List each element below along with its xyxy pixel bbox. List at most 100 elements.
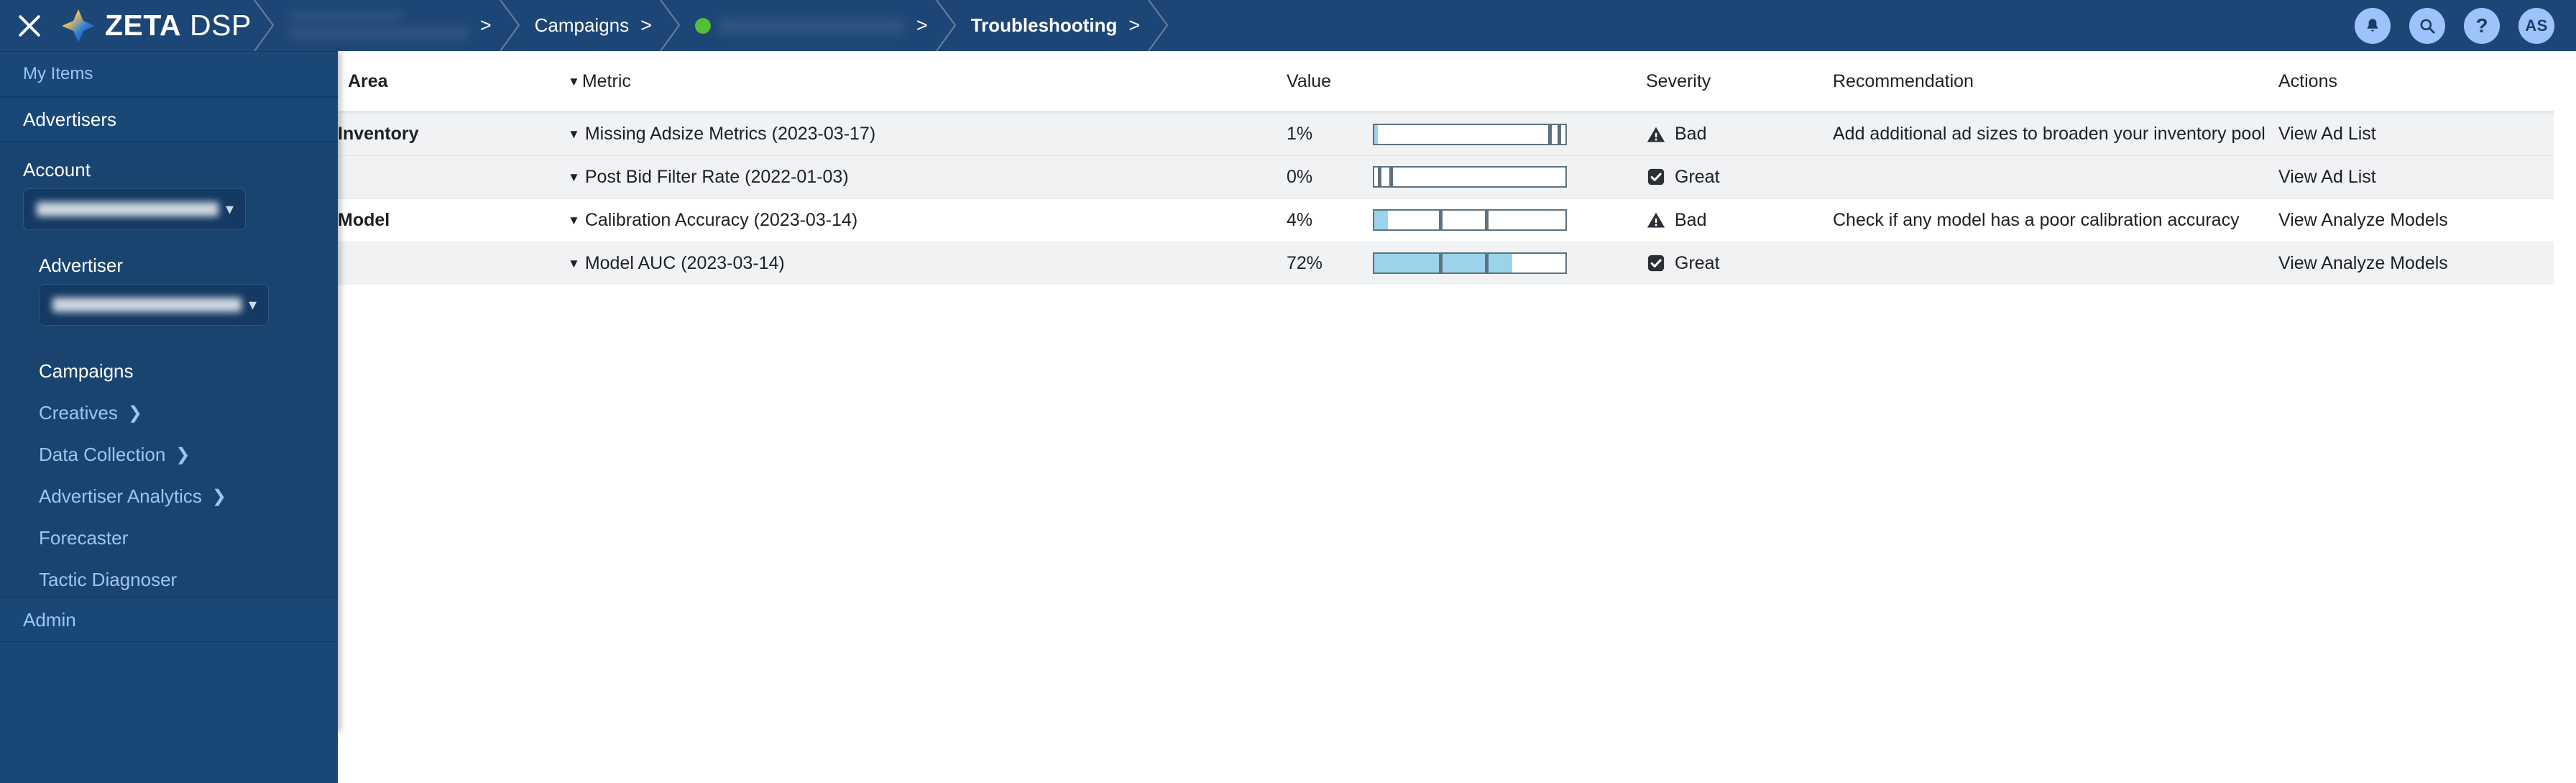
advertiser-label: Advertiser [39, 255, 124, 276]
help-button[interactable]: ? [2464, 7, 2500, 44]
gauge-tick [1389, 168, 1394, 186]
sidebar-body: Account ▾ Advertiser ▾ Campaigns Creativ… [0, 142, 338, 600]
gauge-tick [1548, 124, 1552, 144]
zeta-dsp-brand[interactable]: ZETA DSP [60, 8, 252, 44]
sidebar-item-data-collection[interactable]: Data Collection ❯ [0, 434, 338, 475]
column-header-value[interactable]: Value [1287, 51, 1646, 114]
cell-severity: Bad [1646, 112, 1833, 155]
sidebar-item-campaigns[interactable]: Campaigns [0, 350, 338, 392]
breadcrumb-item-campaign-name[interactable]: > [682, 0, 934, 51]
cell-area: Inventory [338, 112, 568, 155]
sidebar-item-label: Data Collection [39, 443, 166, 465]
metric-label: Model AUC (2023-03-14) [584, 252, 785, 273]
action-link[interactable]: View Ad List [2278, 124, 2376, 145]
breadcrumb-label: Troubleshooting [970, 14, 1118, 36]
cell-metric[interactable]: ▼ Missing Adsize Metrics (2023-03-17) [568, 112, 1287, 155]
breadcrumb-separator [1146, 0, 1170, 51]
metric-label: Calibration Accuracy (2023-03-14) [584, 209, 858, 230]
cell-value: 1% [1287, 112, 1646, 155]
cell-severity: Bad [1646, 198, 1833, 242]
gauge-tick [1439, 254, 1443, 273]
zeta-star-logo-icon [60, 8, 96, 44]
expand-caret-icon[interactable]: ▼ [568, 256, 580, 270]
action-link[interactable]: View Analyze Models [2278, 252, 2448, 273]
warning-triangle-icon [1646, 210, 1666, 230]
cell-metric[interactable]: ▼ Post Bid Filter Rate (2022-01-03) [568, 155, 1287, 198]
severity-label: Great [1675, 166, 1720, 187]
expand-caret-icon[interactable]: ▼ [568, 213, 580, 227]
cell-actions[interactable]: View Ad List [2278, 155, 2554, 198]
column-header-recommendation[interactable]: Recommendation [1833, 51, 2278, 114]
value-number: 72% [1287, 252, 1323, 273]
recommendation-text: Check if any model has a poor calibratio… [1833, 209, 2240, 230]
warning-triangle-icon [1647, 212, 1665, 228]
sidebar-item-admin[interactable]: Admin [0, 598, 338, 641]
checkbox-check-icon [1646, 167, 1666, 187]
breadcrumb-item-campaigns[interactable]: Campaigns > [522, 0, 658, 51]
account-select[interactable]: ▾ [23, 188, 246, 230]
advertiser-select[interactable]: ▾ [39, 284, 269, 326]
expand-caret-icon[interactable]: ▼ [568, 127, 580, 142]
breadcrumb-separator [497, 0, 522, 51]
sidebar-item-tactic-diagnoser[interactable]: Tactic Diagnoser [0, 559, 338, 600]
gauge-tick [1485, 254, 1489, 273]
chevron-right-icon: > [916, 14, 928, 36]
expand-caret-icon[interactable]: ▼ [568, 170, 580, 184]
column-header-label: Value [1287, 71, 1332, 91]
action-link[interactable]: View Ad List [2278, 166, 2376, 187]
sidebar-item-label: Admin [23, 608, 76, 631]
sidebar-item-label: My Items [23, 64, 93, 83]
breadcrumb-item-troubleshooting[interactable]: Troubleshooting > [958, 0, 1146, 51]
sidebar-item-advertisers[interactable]: Advertisers [0, 98, 338, 141]
area-label: Model [338, 209, 390, 230]
cell-severity: Great [1646, 241, 1833, 285]
gauge-fill [1374, 211, 1388, 229]
bell-icon [2367, 18, 2378, 32]
table-row: ▼ Post Bid Filter Rate (2022-01-03) 0% Grea… [338, 155, 2554, 198]
gauge-tick [1485, 211, 1489, 229]
column-header-area[interactable]: Area [338, 51, 568, 114]
cell-value: 72% [1287, 241, 1646, 285]
cell-actions[interactable]: View Analyze Models [2278, 241, 2554, 285]
sidebar-item-my-items[interactable]: My Items [0, 52, 338, 96]
sidebar-item-advertiser-analytics[interactable]: Advertiser Analytics ❯ [0, 475, 338, 517]
cell-metric[interactable]: ▼ Calibration Accuracy (2023-03-14) [568, 198, 1287, 242]
sidebar-item-forecaster[interactable]: Forecaster [0, 517, 338, 559]
chevron-right-icon: ❯ [127, 403, 142, 423]
cell-metric[interactable]: ▼ Model AUC (2023-03-14) [568, 241, 1287, 285]
sidebar-item-label: Advertiser Analytics [39, 485, 202, 507]
cell-actions[interactable]: View Ad List [2278, 112, 2554, 155]
user-avatar-button[interactable]: AS [2518, 7, 2554, 44]
search-button[interactable] [2409, 7, 2445, 44]
breadcrumb-item-redacted-1[interactable]: > [276, 0, 497, 51]
search-icon [2420, 19, 2435, 34]
header-actions: ? AS [2355, 0, 2554, 51]
area-label: Inventory [338, 124, 419, 145]
gauge-tick [1439, 211, 1443, 229]
action-link[interactable]: View Analyze Models [2278, 209, 2448, 230]
value-bullet-gauge [1373, 252, 1567, 275]
chevron-right-icon: > [479, 14, 492, 36]
table-body: Inventory ▼ Missing Adsize Metrics (2023-0… [338, 112, 2554, 285]
chevron-right-icon: > [1128, 14, 1141, 36]
column-header-metric[interactable]: ▼ Metric [568, 51, 1287, 114]
cell-recommendation [1833, 155, 2278, 198]
value-bullet-gauge [1373, 209, 1567, 231]
value-number: 1% [1287, 124, 1313, 145]
notifications-bell-button[interactable] [2355, 7, 2391, 44]
checkbox-check-icon [1646, 253, 1666, 273]
sidebar-item-creatives[interactable]: Creatives ❯ [0, 392, 338, 434]
checkbox-check-icon [1647, 168, 1665, 186]
cell-actions[interactable]: View Analyze Models [2278, 198, 2554, 242]
close-x-icon[interactable] [13, 9, 46, 42]
column-header-actions[interactable]: Actions [2278, 51, 2554, 114]
metric-label: Post Bid Filter Rate (2022-01-03) [584, 166, 849, 187]
chevron-right-icon: ❯ [175, 444, 190, 464]
breadcrumb-separator [658, 0, 682, 51]
column-header-severity[interactable]: Severity [1646, 51, 1833, 114]
brand-text: ZETA DSP [105, 9, 252, 42]
warning-triangle-icon [1646, 124, 1666, 145]
column-header-label: Area [348, 71, 388, 91]
value-bullet-gauge [1373, 123, 1567, 145]
table-row: Inventory ▼ Missing Adsize Metrics (2023-0… [338, 112, 2554, 155]
